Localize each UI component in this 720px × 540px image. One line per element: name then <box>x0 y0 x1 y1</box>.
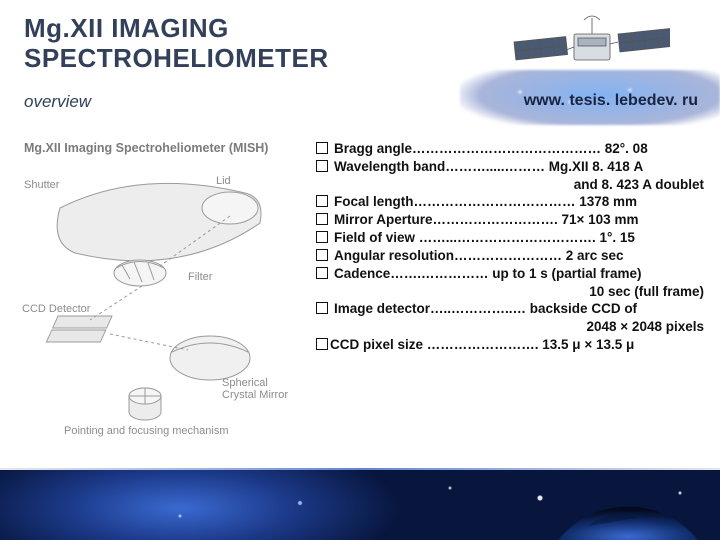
bullet-icon <box>316 267 328 279</box>
slide-subtitle: overview <box>24 92 91 112</box>
label-pointing: Pointing and focusing mechanism <box>64 425 228 437</box>
bullet-icon <box>316 142 328 154</box>
title-line-1: Mg.XII IMAGING <box>24 13 229 43</box>
label-lid: Lid <box>216 175 231 187</box>
label-filter: Filter <box>188 271 213 283</box>
title-line-2: SPECTROHELIOMETER <box>24 43 329 73</box>
spec-row: Image detector…..…………..… backside CCD of <box>316 300 704 318</box>
bullet-icon <box>316 338 328 350</box>
spec-row: and 8. 423 A doublet <box>316 176 704 194</box>
spec-row: Field of view ……...…………………………. 1°. 15 <box>316 229 704 247</box>
label-ccd: CCD Detector <box>22 303 91 315</box>
bullet-icon <box>316 213 328 225</box>
spec-row: Bragg angle…………………………………… 82°. 08 <box>316 140 704 158</box>
bullet-icon <box>316 249 328 261</box>
spec-row: Cadence…….…………… up to 1 s (partial frame… <box>316 265 704 283</box>
spec-row: CCD pixel size ……………………. 13.5 μ × 13.5 μ <box>316 336 704 354</box>
bullet-icon <box>316 302 328 314</box>
spec-row: 2048 × 2048 pixels <box>316 318 704 336</box>
spec-row: Wavelength band……….....……… Mg.XII 8. 418… <box>316 158 704 176</box>
slide-title: Mg.XII IMAGING SPECTROHELIOMETER <box>24 14 329 74</box>
bullet-icon <box>316 195 328 207</box>
spec-row: Angular resolution…………………… 2 arc sec <box>316 247 704 265</box>
label-shutter: Shutter <box>24 179 60 191</box>
earth-silhouette <box>558 468 698 540</box>
spec-row: 10 sec (full frame) <box>316 283 704 301</box>
bullet-icon <box>316 160 328 172</box>
bullet-icon <box>316 231 328 243</box>
satellite-graphic <box>510 12 670 80</box>
source-url: www. tesis. lebedev. ru <box>524 92 698 110</box>
spec-row: Mirror Aperture………………………. 71× 103 mm <box>316 211 704 229</box>
spec-list: Bragg angle…………………………………… 82°. 08Wavelen… <box>316 140 704 354</box>
instrument-diagram: Mg.XII Imaging Spectroheliometer (MISH) <box>20 138 310 438</box>
label-mirror: SphericalCrystal Mirror <box>222 377 288 401</box>
spec-row: Focal length……………………………… 1378 mm <box>316 193 704 211</box>
diagram-heading: Mg.XII Imaging Spectroheliometer (MISH) <box>24 141 268 155</box>
